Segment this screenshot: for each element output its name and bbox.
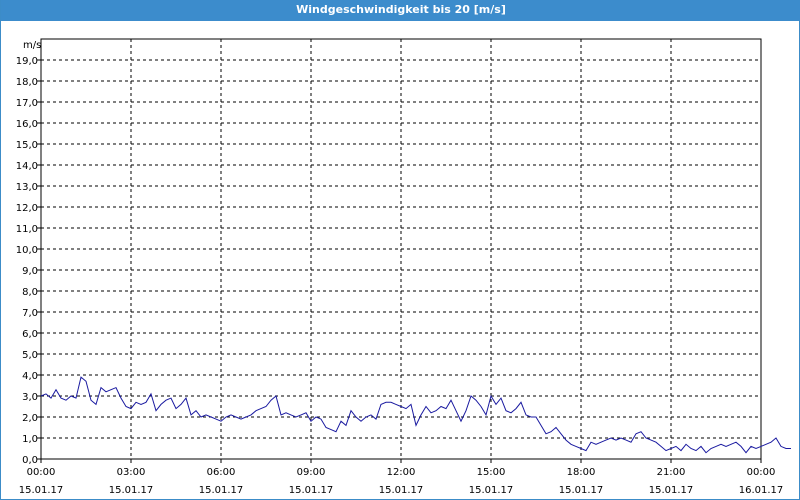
y-tick-label: 2,0 <box>22 413 38 424</box>
y-tick-label: 15,0 <box>16 140 38 151</box>
x-tick-time: 00:00 <box>747 467 776 478</box>
y-tick-label: 3,0 <box>22 392 38 403</box>
x-tick-time: 21:00 <box>657 467 686 478</box>
x-tick-date: 15.01.17 <box>289 485 334 496</box>
x-tick-date: 15.01.17 <box>199 485 244 496</box>
x-tick-time: 15:00 <box>477 467 506 478</box>
y-tick-label: 16,0 <box>16 119 38 130</box>
y-axis-label: m/s <box>23 40 41 51</box>
y-tick-label: 0,0 <box>22 455 38 466</box>
y-axis: 0,0 1,0 2,0 3,0 4,0 5,0 6,0 7,0 8,0 9,0 10,0 11,0 12… <box>16 56 41 466</box>
x-tick-time: 09:00 <box>297 467 326 478</box>
x-tick-time: 06:00 <box>207 467 236 478</box>
x-tick-time: 18:00 <box>567 467 596 478</box>
y-tick-label: 19,0 <box>16 56 38 67</box>
series-line-wind-speed <box>40 376 791 454</box>
x-tick-date: 16.01.17 <box>739 485 784 496</box>
x-axis: 00:00 15.01.17 03:00 15.01.17 06:00 15.01.17 0… <box>19 459 784 496</box>
x-tick-date: 15.01.17 <box>649 485 694 496</box>
x-tick-time: 12:00 <box>387 467 416 478</box>
y-tick-label: 5,0 <box>22 350 38 361</box>
y-tick-label: 11,0 <box>16 224 38 235</box>
window-title: Windgeschwindigkeit bis 20 [m/s] <box>1 0 800 21</box>
x-tick-time: 03:00 <box>117 467 146 478</box>
y-tick-label: 17,0 <box>16 98 38 109</box>
x-tick-date: 15.01.17 <box>559 485 604 496</box>
x-tick-date: 15.01.17 <box>469 485 514 496</box>
y-tick-label: 8,0 <box>22 287 38 298</box>
y-tick-label: 18,0 <box>16 77 38 88</box>
y-tick-label: 4,0 <box>22 371 38 382</box>
y-tick-label: 13,0 <box>16 182 38 193</box>
x-tick-time: 00:00 <box>27 467 56 478</box>
y-tick-label: 10,0 <box>16 245 38 256</box>
grid <box>41 39 761 459</box>
y-tick-label: 7,0 <box>22 308 38 319</box>
x-tick-date: 15.01.17 <box>109 485 154 496</box>
x-tick-date: 15.01.17 <box>379 485 424 496</box>
y-tick-label: 1,0 <box>22 434 38 445</box>
y-tick-label: 6,0 <box>22 329 38 340</box>
y-tick-label: 12,0 <box>16 203 38 214</box>
y-tick-label: 14,0 <box>16 161 38 172</box>
y-tick-label: 9,0 <box>22 266 38 277</box>
x-tick-date: 15.01.17 <box>19 485 64 496</box>
